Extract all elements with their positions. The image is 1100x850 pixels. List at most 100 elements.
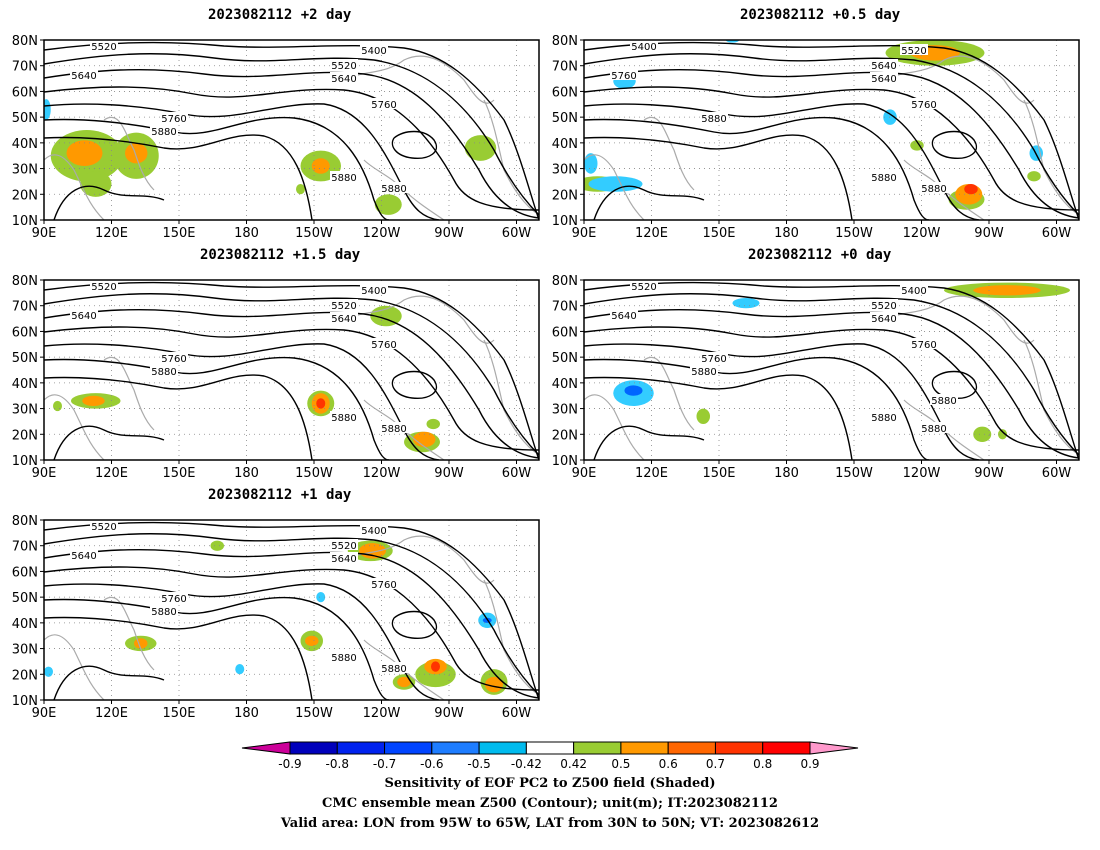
- sensitivity-shade: [426, 418, 440, 430]
- contour-label-bg: [380, 662, 408, 673]
- contour-label-bg: [150, 125, 178, 136]
- coastline: [883, 295, 1035, 344]
- colorbar-label: 0.8: [753, 757, 772, 771]
- colorbar-label: -0.8: [326, 757, 349, 771]
- lon-tick-label: 180: [774, 226, 799, 240]
- lon-tick-label: 180: [774, 466, 799, 480]
- lon-tick-label: 120E: [635, 466, 668, 480]
- coastline: [483, 579, 539, 696]
- lon-tick-label: 90E: [572, 466, 597, 480]
- plot-layers: 5520 5400 5520 5640 5640 5760 5760 5880 5880 5880: [44, 280, 539, 460]
- coastline: [343, 55, 495, 104]
- lat-tick-label: 70N: [12, 60, 38, 75]
- contour-label-bg: [630, 40, 658, 51]
- sensitivity-shade: [134, 638, 148, 649]
- lon-tick-label: 120W: [363, 226, 401, 240]
- lon-tick-label: 90W: [434, 706, 464, 720]
- lat-tick-label: 70N: [12, 540, 38, 555]
- lon-tick-label: 60W: [1042, 466, 1072, 480]
- plot-frame: [43, 519, 540, 701]
- contour-label-bg: [870, 72, 898, 83]
- coastline: [103, 596, 155, 671]
- contour-label: 5640: [871, 74, 896, 85]
- sensitivity-shade: [397, 676, 411, 688]
- coastline: [103, 116, 155, 191]
- map-plot: 5520 5400 5520 5640 5640 5760 5760 5880 5880 5880…: [12, 34, 540, 241]
- lat-tick-label: 80N: [12, 34, 38, 49]
- lat-tick-label: 30N: [12, 163, 38, 178]
- sensitivity-shade: [964, 184, 978, 195]
- lat-tick-label: 20N: [552, 428, 578, 443]
- contour-label-bg: [150, 605, 178, 616]
- contour-label: 5640: [71, 71, 96, 82]
- lon-tick-label: 120W: [363, 706, 401, 720]
- map-panel-plus-2-day: 2023082112 +2 day 5520 5400 5520 5640 5640 57…: [0, 0, 550, 241]
- lat-tick-label: 40N: [552, 137, 578, 152]
- lat-tick-label: 10N: [552, 214, 578, 229]
- colorbar-segment: [478, 741, 527, 755]
- coastlines: [584, 55, 1079, 220]
- contour-label-bg: [330, 411, 358, 422]
- coastline: [343, 535, 495, 584]
- z500-contour-line: [44, 374, 313, 460]
- contour-label: 5520: [901, 46, 926, 57]
- contour-label-bg: [330, 312, 358, 323]
- panel-title: 2023082112 +0.5 day: [740, 7, 901, 23]
- z500-contour-line: [584, 134, 853, 220]
- lon-tick-label: 90E: [32, 706, 57, 720]
- lon-tick-label: 120W: [903, 466, 941, 480]
- map-plot: 5400 5520 5640 5640 5760 5760 5880 5880 5880 10N 2…: [552, 34, 1080, 241]
- z500-contour-line: [44, 596, 390, 700]
- z500-contour-line: [593, 425, 705, 460]
- colorbar-segment: [336, 741, 386, 755]
- contour-label: 5880: [151, 367, 176, 378]
- lon-tick-label: 180: [234, 466, 259, 480]
- z500-contour-line: [44, 53, 539, 216]
- plot-frame: [43, 39, 540, 221]
- map-panel-plus-0-day: 2023082112 +0 day 5520 5400 5520 5640 5640 57…: [542, 240, 1100, 481]
- map-content: 5520 5400 5520 5640 5640 5760 5760 5880 5880 5880…: [552, 274, 1080, 481]
- lat-tick-label: 60N: [552, 85, 578, 100]
- map-content: 5520 5400 5520 5640 5640 5760 5760 5880 5880 5880…: [12, 514, 540, 721]
- lat-tick-label: 80N: [552, 34, 578, 49]
- z500-contours: [44, 41, 539, 220]
- z500-contour-line: [584, 326, 1079, 451]
- plot-layers: 5520 5400 5520 5640 5640 5760 5760 5880 5880 5880…: [584, 280, 1079, 460]
- map-panel-plus-1-day: 2023082112 +1 day 5520 5400 5520 5640 5640 57…: [0, 480, 550, 721]
- lon-tick-label: 150W: [835, 226, 873, 240]
- sensitivity-shade: [973, 426, 992, 442]
- coastline: [584, 154, 645, 220]
- z500-contour-line: [44, 134, 313, 220]
- contour-label: 5400: [361, 286, 386, 297]
- contour-label-bg: [870, 299, 898, 310]
- lat-tick-label: 50N: [12, 591, 38, 606]
- contour-label-bg: [910, 98, 938, 109]
- colorbar-segment: [525, 741, 575, 755]
- contour-label: 5520: [331, 541, 356, 552]
- colorbar-label: -0.7: [373, 757, 396, 771]
- lat-tick-label: 80N: [12, 274, 38, 289]
- contour-label: 5520: [331, 61, 356, 72]
- sensitivity-shade: [732, 298, 760, 309]
- colorbar-label: -0.42: [511, 757, 542, 771]
- lat-tick-label: 60N: [12, 565, 38, 580]
- z500-contour-line: [931, 130, 978, 159]
- coastline: [103, 356, 155, 431]
- contour-label: 5880: [331, 413, 356, 424]
- lon-tick-label: 90W: [434, 226, 464, 240]
- contour-label: 5520: [331, 301, 356, 312]
- lon-tick-label: 90E: [572, 226, 597, 240]
- lon-tick-label: 180: [234, 706, 259, 720]
- lon-tick-label: 120E: [635, 226, 668, 240]
- lon-tick-label: 150E: [162, 226, 195, 240]
- contour-label: 5880: [931, 396, 956, 407]
- lat-tick-label: 50N: [552, 111, 578, 126]
- colorbar-segment: [573, 741, 622, 755]
- sensitivity-shade: [464, 135, 497, 161]
- coastline: [1023, 99, 1079, 216]
- contour-label-bg: [370, 98, 398, 109]
- contour-label-bg: [330, 299, 358, 310]
- sensitivity-shade: [588, 176, 643, 192]
- colorbar-segment: [431, 741, 480, 755]
- colorbar-segment: [762, 741, 811, 755]
